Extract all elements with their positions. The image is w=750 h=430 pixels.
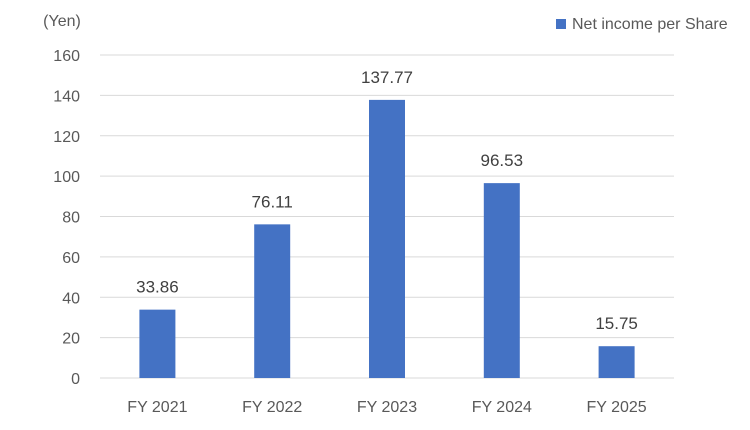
y-tick-label: 160 [53,48,80,65]
bar [369,99,405,378]
bar [598,346,635,378]
x-tick-label: FY 2024 [472,399,532,416]
x-tick-label: FY 2025 [586,399,646,416]
data-label: 15.75 [595,314,638,333]
y-tick-label: 80 [62,210,80,227]
bar [254,224,291,378]
data-label: 137.77 [361,68,413,87]
y-axis-ticks: 0 20 40 60 80 100 120 140 160 [53,48,80,388]
x-tick-label: FY 2023 [357,399,417,416]
x-tick-label: FY 2022 [242,399,302,416]
y-tick-label: 40 [62,290,80,307]
y-tick-label: 120 [53,129,80,146]
x-axis-ticks: FY 2021 FY 2022 FY 2023 FY 2024 FY 2025 [127,399,646,416]
data-label: 96.53 [481,151,524,170]
data-label: 33.86 [136,278,179,297]
y-tick-label: 100 [53,169,80,186]
data-label: 76.11 [252,192,293,211]
legend-swatch [556,19,566,29]
y-tick-label: 60 [62,250,80,267]
y-tick-label: 140 [53,88,80,105]
x-tick-label: FY 2021 [127,399,187,416]
y-axis-unit-label: (Yen) [43,13,81,30]
y-tick-label: 20 [62,331,80,348]
y-tick-label: 0 [71,371,80,388]
bars [139,99,635,378]
legend: Net income per Share [556,16,728,33]
bar [139,309,176,378]
data-labels: 33.86 76.11 137.77 96.53 15.75 [136,68,638,333]
bar [483,183,520,378]
legend-label: Net income per Share [572,16,728,33]
